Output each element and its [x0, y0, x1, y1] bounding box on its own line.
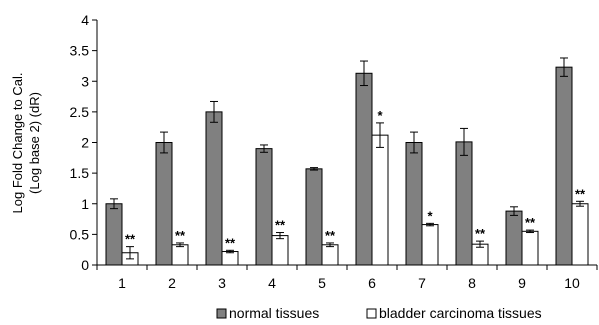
bar-normal-tissues	[255, 148, 273, 266]
significance-marker: **	[225, 235, 236, 250]
y-tick-label: 4	[81, 12, 89, 28]
y-axis: 0 0.5 1 1.5 2 2.5 3 3.5 4	[70, 12, 98, 273]
significance-markers: ** ** **************	[125, 108, 586, 250]
bar-normal-tissues	[305, 168, 323, 266]
x-tick-label: 1	[118, 275, 126, 291]
legend-label-normal-tissues: normal tissues	[229, 305, 319, 321]
y-tick-label: 0.5	[70, 226, 90, 242]
x-tick-label: 10	[564, 275, 580, 291]
y-tick-label: 3.5	[70, 43, 90, 59]
bar-normal-tissues	[405, 142, 423, 266]
significance-marker: **	[475, 226, 486, 241]
bar-bladder-carcinoma-tissues	[521, 230, 539, 266]
y-axis-title: Log Fold Change to Cal. (Log base 2) (dR…	[10, 73, 42, 214]
bar-normal-tissues	[105, 203, 123, 266]
x-tick-label: 4	[268, 275, 276, 291]
bar-normal-tissues	[555, 66, 573, 266]
y-tick-label: 0	[81, 257, 89, 273]
significance-marker: **	[125, 232, 136, 247]
bar-normal-tissues	[205, 111, 223, 266]
x-tick-label: 5	[318, 275, 326, 291]
significance-marker: *	[427, 208, 433, 223]
bar-bladder-carcinoma-tissues	[371, 134, 389, 266]
bar-normal-tissues	[355, 72, 373, 266]
x-tick-label: 2	[168, 275, 176, 291]
significance-marker: *	[377, 108, 383, 123]
bar-bladder-carcinoma-tissues	[221, 251, 239, 266]
bar-normal-tissues	[455, 141, 473, 266]
bars	[105, 66, 589, 266]
y-tick-label: 2.5	[70, 104, 90, 120]
legend: normal tissues bladder carcinoma tissues	[216, 305, 542, 321]
bar-bladder-carcinoma-tissues	[171, 244, 189, 266]
error-bars	[110, 57, 584, 260]
bar-normal-tissues	[505, 210, 523, 266]
significance-marker: **	[525, 215, 536, 230]
x-tick-label: 7	[418, 275, 426, 291]
legend-swatch-normal-tissues	[216, 308, 227, 319]
bar-bladder-carcinoma-tissues	[321, 244, 339, 266]
x-axis: 1 2 3 4 5 6 7 8 9 10	[96, 264, 598, 291]
x-tick-label: 9	[518, 275, 526, 291]
x-tick-label: 8	[468, 275, 476, 291]
bar-bladder-carcinoma-tissues	[571, 203, 589, 266]
y-tick-label: 2	[81, 135, 89, 151]
significance-marker: **	[325, 228, 336, 243]
significance-marker: **	[575, 186, 586, 201]
significance-marker: **	[175, 228, 186, 243]
significance-marker: **	[275, 218, 286, 233]
y-tick-label: 1.5	[70, 165, 90, 181]
y-axis-title-line-1: Log Fold Change to Cal.	[10, 73, 25, 214]
x-tick-label: 3	[218, 275, 226, 291]
legend-label-bladder-carcinoma-tissues: bladder carcinoma tissues	[379, 305, 542, 321]
bar-bladder-carcinoma-tissues	[271, 235, 289, 266]
y-axis-title-line-2: (Log base 2) (dR)	[27, 92, 42, 194]
y-tick-label: 1	[81, 196, 89, 212]
legend-swatch-bladder-carcinoma-tissues	[366, 308, 377, 319]
bar-bladder-carcinoma-tissues	[421, 224, 439, 266]
x-tick-label: 6	[368, 275, 376, 291]
y-tick-label: 3	[81, 73, 89, 89]
bar-normal-tissues	[155, 142, 173, 266]
